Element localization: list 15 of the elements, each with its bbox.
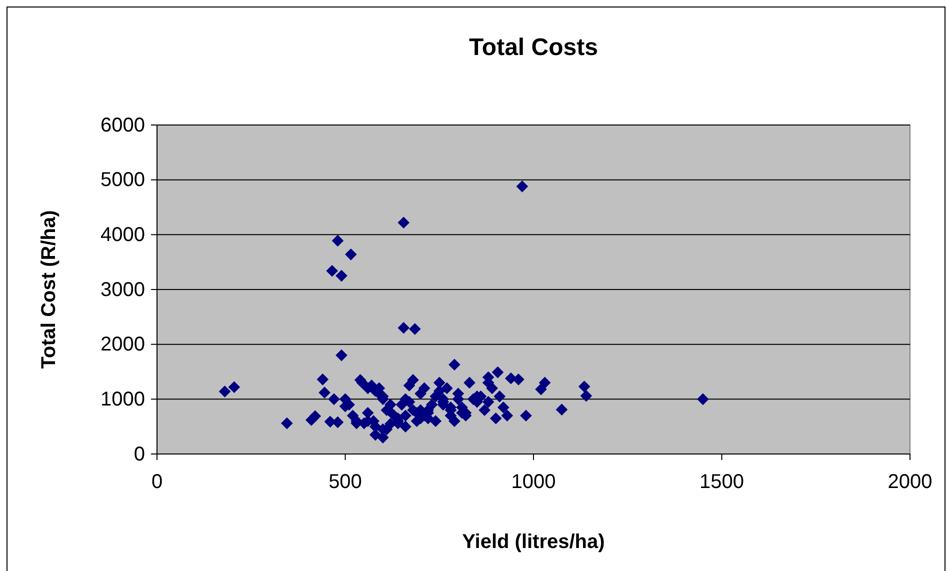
- y-tick-label: 5000: [100, 169, 145, 192]
- y-tick-label: 2000: [100, 334, 145, 356]
- y-tick-label: 4000: [100, 224, 145, 246]
- chart-title: Total Costs: [469, 34, 598, 61]
- x-axis-title: Yield (litres/ha): [462, 531, 605, 553]
- y-tick-label: 6000: [100, 114, 145, 136]
- y-tick-label: 0: [134, 443, 145, 466]
- x-tick-label: 1500: [700, 471, 744, 494]
- y-tick-label: 3000: [100, 278, 145, 301]
- x-tick-label: 0: [151, 471, 163, 494]
- x-tick-label: 500: [328, 471, 362, 494]
- x-tick-label: 2000: [888, 471, 932, 494]
- y-tick-label: 1000: [100, 388, 145, 411]
- x-tick-label: 1000: [511, 471, 556, 494]
- y-axis-title: Total Cost (R/ha): [38, 210, 60, 369]
